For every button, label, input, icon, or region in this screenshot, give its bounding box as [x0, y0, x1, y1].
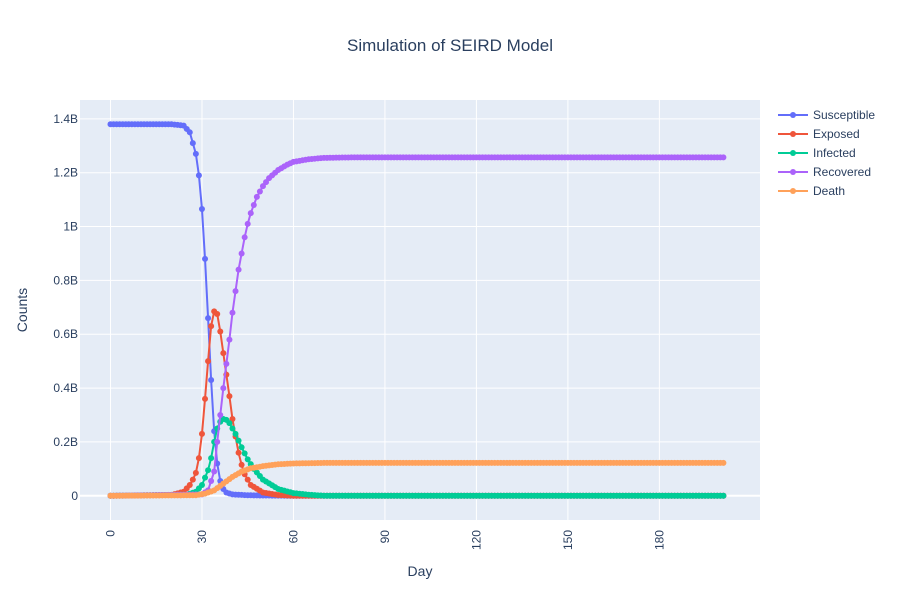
x-tick-label-4: 120 — [469, 530, 483, 550]
data-point-susceptible-27 — [189, 140, 196, 147]
data-point-death-201 — [720, 459, 727, 466]
x-tick-label-1: 30 — [195, 530, 209, 544]
data-point-infected-201 — [720, 492, 727, 499]
data-point-recovered-34 — [211, 468, 218, 475]
legend-swatch-marker — [790, 188, 796, 194]
data-point-recovered-42 — [235, 266, 242, 273]
legend-item-susceptible[interactable]: Susceptible — [778, 108, 875, 122]
data-point-recovered-49 — [256, 188, 263, 195]
data-point-exposed-37 — [220, 350, 227, 357]
data-point-infected-39 — [226, 420, 233, 427]
y-tick-label-6: 1.2B — [53, 166, 78, 180]
data-point-infected-44 — [241, 450, 248, 457]
data-point-susceptible-29 — [195, 172, 202, 179]
data-point-infected-41 — [232, 430, 239, 437]
y-tick-label-3: 0.6B — [53, 327, 78, 341]
data-point-recovered-45 — [244, 220, 251, 227]
data-point-recovered-37 — [220, 385, 227, 392]
legend-swatch-marker — [790, 112, 796, 118]
chart-title: Simulation of SEIRD Model — [347, 36, 553, 55]
data-point-recovered-48 — [253, 193, 260, 200]
legend-item-exposed[interactable]: Exposed — [778, 127, 860, 141]
data-point-infected-30 — [198, 482, 205, 488]
data-point-exposed-26 — [186, 482, 193, 488]
x-tick-label-5: 150 — [561, 530, 575, 550]
data-point-recovered-35 — [214, 438, 221, 445]
data-point-susceptible-33 — [208, 377, 215, 383]
data-point-susceptible-28 — [192, 150, 199, 157]
data-point-exposed-35 — [214, 311, 221, 318]
y-tick-label-2: 0.4B — [53, 381, 78, 395]
y-tick-label-0: 0 — [71, 489, 78, 503]
data-point-exposed-30 — [198, 430, 205, 437]
data-point-infected-40 — [229, 425, 236, 432]
legend-swatch-marker — [790, 169, 796, 175]
x-axis-ticks: 0 30 60 90 120 150 180 — [103, 530, 666, 550]
legend[interactable]: Susceptible Exposed Infected Recovered Death — [778, 108, 875, 198]
plot-background — [80, 100, 760, 520]
data-point-recovered-43 — [238, 250, 245, 257]
data-point-infected-45 — [244, 456, 251, 463]
legend-label-exposed: Exposed — [813, 127, 860, 141]
data-point-susceptible-30 — [198, 206, 205, 213]
legend-item-recovered[interactable]: Recovered — [778, 165, 871, 179]
data-point-susceptible-31 — [202, 255, 209, 262]
data-point-exposed-36 — [217, 328, 224, 335]
y-axis-title: Counts — [14, 288, 30, 332]
legend-label-death: Death — [813, 184, 845, 198]
y-axis-ticks: 0 0.2B 0.4B 0.6B 0.8B 1B 1.2B 1.4B — [53, 112, 78, 503]
data-point-exposed-42 — [235, 449, 242, 456]
data-point-exposed-32 — [205, 358, 212, 365]
data-point-exposed-33 — [208, 323, 215, 330]
data-point-infected-42 — [235, 437, 242, 444]
data-point-recovered-41 — [232, 288, 239, 295]
data-point-recovered-47 — [250, 202, 257, 208]
data-point-exposed-27 — [189, 476, 196, 483]
data-point-exposed-39 — [226, 393, 233, 400]
data-point-infected-31 — [202, 474, 209, 481]
x-axis-title: Day — [408, 563, 433, 579]
series-death — [107, 459, 727, 499]
legend-label-susceptible: Susceptible — [813, 108, 875, 122]
series-layer — [107, 121, 727, 499]
data-point-recovered-44 — [241, 234, 248, 241]
data-point-recovered-38 — [223, 360, 230, 367]
data-point-recovered-39 — [226, 336, 233, 343]
y-tick-label-4: 0.8B — [53, 273, 78, 287]
data-point-exposed-31 — [202, 395, 209, 402]
x-tick-label-3: 90 — [378, 530, 392, 544]
x-tick-label-6: 180 — [652, 530, 666, 550]
data-point-susceptible-32 — [205, 315, 212, 322]
y-tick-label-5: 1B — [63, 220, 78, 234]
data-point-recovered-46 — [247, 210, 254, 217]
y-tick-label-7: 1.4B — [53, 112, 78, 126]
data-point-recovered-40 — [229, 309, 236, 316]
legend-label-infected: Infected — [813, 146, 856, 160]
data-point-exposed-43 — [238, 461, 245, 468]
data-point-exposed-45 — [244, 476, 251, 483]
data-point-infected-43 — [238, 444, 245, 451]
data-point-infected-33 — [208, 455, 215, 462]
data-point-exposed-29 — [195, 455, 202, 462]
legend-swatch-marker — [790, 131, 796, 137]
x-tick-label-2: 60 — [286, 530, 300, 544]
data-point-recovered-36 — [217, 412, 224, 418]
data-point-susceptible-26 — [186, 129, 193, 136]
legend-label-recovered: Recovered — [813, 165, 871, 179]
legend-item-infected[interactable]: Infected — [778, 146, 856, 160]
legend-swatch-marker — [790, 150, 796, 156]
x-tick-label-0: 0 — [103, 530, 117, 537]
data-point-recovered-201 — [720, 154, 727, 161]
y-tick-label-1: 0.2B — [53, 435, 78, 449]
data-point-infected-32 — [205, 467, 212, 474]
data-point-exposed-28 — [192, 469, 199, 476]
data-point-recovered-33 — [208, 477, 215, 484]
legend-item-death[interactable]: Death — [778, 184, 845, 198]
